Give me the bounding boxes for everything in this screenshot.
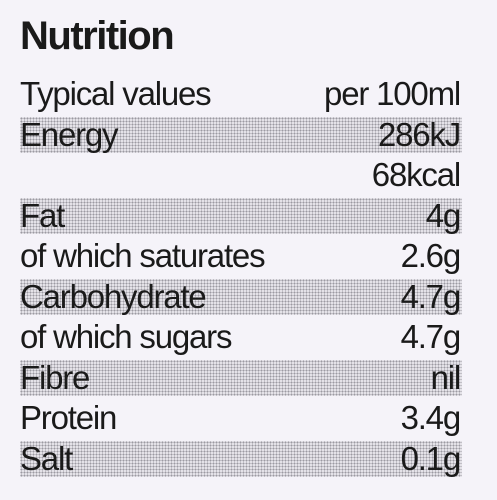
nutrient-label: Fat [20, 196, 65, 234]
nutrient-value: 2.6g [400, 237, 462, 274]
nutrient-value: 4g [425, 196, 462, 234]
nutrient-value: 4.7g [400, 318, 462, 355]
nutrient-row: Protein 3.4g [20, 400, 462, 436]
nutrient-label: Salt [20, 439, 73, 477]
nutrient-row: Energy 286kJ [20, 115, 462, 153]
title: Nutrition [20, 14, 175, 58]
nutrient-label: Carbohydrate [20, 277, 207, 315]
nutrient-row: Fat 4g [20, 196, 462, 234]
nutrient-value: nil [430, 358, 462, 396]
nutrient-value: 3.4g [400, 399, 462, 436]
nutrient-label: of which sugars [20, 318, 232, 355]
nutrient-row: Carbohydrate 4.7g [20, 277, 462, 315]
nutrient-value: 68kcal [371, 156, 461, 193]
nutrient-label: Protein [20, 399, 117, 436]
nutrient-value: 286kJ [377, 115, 461, 153]
nutrient-label: Fibre [20, 358, 90, 396]
nutrient-row: of which saturates 2.6g [20, 238, 462, 274]
nutrient-value: 4.7g [400, 277, 462, 315]
nutrient-row: Fibre nil [20, 358, 462, 396]
nutrient-row: 68kcal [20, 157, 462, 193]
nutrient-value: 0.1g [400, 439, 462, 477]
nutrient-row: of which sugars 4.7g [20, 319, 462, 355]
header-value: per 100ml [324, 75, 461, 112]
header-label: Typical values [20, 75, 212, 112]
nutrient-row: Salt 0.1g [20, 439, 462, 477]
header-row: Typical values per 100ml [20, 76, 462, 112]
nutrient-label: of which saturates [20, 237, 266, 274]
nutrient-label: Energy [20, 115, 119, 153]
